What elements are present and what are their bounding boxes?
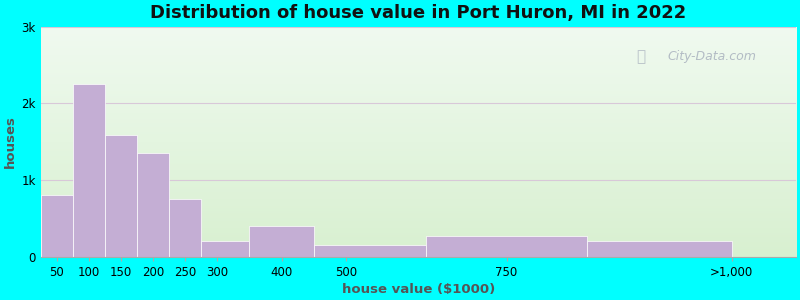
Bar <box>73 84 105 256</box>
Bar <box>587 241 731 256</box>
Bar <box>137 153 169 256</box>
Title: Distribution of house value in Port Huron, MI in 2022: Distribution of house value in Port Huro… <box>150 4 686 22</box>
Bar <box>202 241 250 256</box>
Y-axis label: houses: houses <box>4 115 17 168</box>
Bar <box>250 226 314 256</box>
Bar <box>105 135 137 256</box>
Bar <box>41 195 73 256</box>
Text: City-Data.com: City-Data.com <box>667 50 756 63</box>
X-axis label: house value ($1000): house value ($1000) <box>342 283 495 296</box>
Bar <box>169 199 202 256</box>
Bar <box>426 236 587 256</box>
Text: ⓘ: ⓘ <box>637 49 646 64</box>
Bar <box>314 245 426 256</box>
